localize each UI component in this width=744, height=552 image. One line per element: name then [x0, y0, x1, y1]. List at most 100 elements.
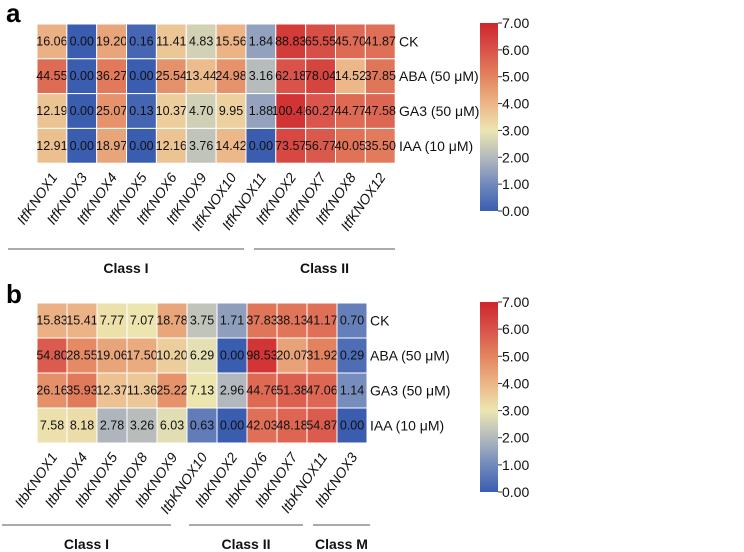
heatmap-cell: [276, 337, 308, 374]
cell-value: 41.87: [365, 34, 396, 48]
heatmap-cell: [276, 302, 308, 339]
colorbar-tick-label: 2.00: [502, 149, 529, 165]
cell-value: 98.53: [246, 349, 277, 363]
colorbar-tick-label: 0.00: [502, 203, 529, 219]
cell-value: 16.06: [36, 34, 67, 48]
cell-value: 15.56: [215, 34, 246, 48]
heatmap-cell: [155, 127, 187, 164]
cell-value: 1.88: [249, 104, 273, 118]
cell-value: 25.22: [156, 384, 187, 398]
heatmap-cell: [275, 58, 307, 95]
heatmap-cell: [336, 302, 368, 339]
cell-value: 3.75: [190, 314, 214, 328]
cell-value: 10.37: [156, 104, 187, 118]
heatmap-cell: [305, 127, 336, 164]
cell-value: 13.44: [186, 69, 217, 83]
cell-value: 7.13: [190, 384, 214, 398]
heatmap-cell: [186, 372, 218, 409]
cell-value: 65.55: [305, 34, 336, 48]
cell-value: 51.38: [276, 384, 307, 398]
heatmap-cell: [186, 337, 218, 374]
cell-value: 36.27: [96, 69, 127, 83]
heatmap-cell: [66, 407, 98, 444]
panel-label-a: a: [6, 0, 21, 28]
heatmap-cell: [305, 23, 336, 60]
heatmap-cell: [215, 93, 247, 129]
cell-value: 44.55: [36, 69, 67, 83]
heatmap-cell: [36, 372, 68, 409]
cell-value: 0.00: [220, 419, 244, 433]
row-label: IAA (10 μM): [399, 138, 473, 154]
cell-value: 6.03: [160, 419, 184, 433]
heatmap-cell: [246, 337, 278, 374]
panel-label-b: b: [6, 279, 22, 309]
row-label: CK: [399, 33, 419, 49]
cell-value: 4.70: [189, 104, 213, 118]
cell-value: 0.13: [129, 104, 153, 118]
cell-value: 15.41: [66, 314, 97, 328]
heatmap-cell: [335, 58, 366, 95]
cell-value: 0.29: [340, 349, 364, 363]
cell-value: 0.00: [70, 139, 94, 153]
heatmap-cell: [246, 302, 278, 339]
panel-a: a 16.06 0.00 19.20 0.16 11.41 4.83 15.56 1.84 88…: [6, 0, 529, 276]
heatmap-cell: [126, 58, 157, 95]
cell-value: 37.85: [365, 69, 396, 83]
cell-value: 0.00: [220, 349, 244, 363]
group-label: Class I: [103, 260, 148, 276]
colorbar-tick-label: 1.00: [502, 457, 529, 473]
heatmap-cell: [336, 337, 368, 374]
cell-value: 1.14: [340, 384, 364, 398]
heatmap-cell: [155, 58, 187, 95]
cell-value: 42.03: [246, 419, 277, 433]
colorbar-tick-label: 6.00: [502, 42, 529, 58]
heatmap-cell: [36, 23, 68, 60]
cell-value: 100.41: [272, 104, 310, 118]
heatmap-cell: [185, 127, 217, 164]
cell-value: 4.83: [189, 34, 213, 48]
heatmap-cell: [245, 23, 277, 60]
cell-value: 7.07: [130, 314, 154, 328]
heatmap-cell: [185, 23, 217, 60]
heatmap-cell: [96, 407, 128, 444]
cell-value: 0.00: [129, 139, 153, 153]
group-label: Class II: [300, 260, 349, 276]
heatmap-cell: [216, 337, 248, 374]
row-label: ABA (50 μM): [370, 348, 450, 364]
colorbar-tick-label: 4.00: [502, 375, 529, 391]
heatmap-cell: [36, 407, 68, 444]
heatmap-cell: [245, 58, 277, 95]
colorbar-tick-label: 4.00: [502, 96, 529, 112]
cell-value: 56.77: [305, 139, 336, 153]
group-label: Class M: [315, 536, 368, 552]
colorbar-tick-label: 7.00: [502, 294, 529, 310]
heatmap-cell: [96, 127, 128, 164]
cell-value: 0.00: [70, 34, 94, 48]
cell-value: 31.92: [306, 349, 337, 363]
colorbar-tick-label: 3.00: [502, 122, 529, 138]
cell-value: 25.07: [96, 104, 127, 118]
cell-value: 0.00: [340, 419, 364, 433]
cell-value: 14.42: [215, 139, 246, 153]
cell-value: 40.05: [335, 139, 366, 153]
cell-value: 1.71: [220, 314, 244, 328]
heatmap-cell: [364, 58, 396, 95]
cell-value: 3.26: [130, 419, 154, 433]
row-label: IAA (10 μM): [370, 418, 444, 434]
cell-value: 1.84: [249, 34, 273, 48]
cell-value: 18.78: [156, 314, 187, 328]
colorbar-tick-label: 6.00: [502, 321, 529, 337]
row-label: CK: [370, 313, 390, 329]
cell-value: 38.13: [276, 314, 307, 328]
heatmap-cell: [126, 372, 158, 409]
cell-value: 25.54: [156, 69, 187, 83]
heatmap-cell: [155, 93, 187, 129]
colorbar-tick-label: 3.00: [502, 403, 529, 419]
heatmap-cell: [156, 302, 188, 339]
cell-value: 10.20: [156, 349, 187, 363]
heatmap-cell: [364, 127, 396, 164]
cell-value: 12.19: [36, 104, 67, 118]
colorbar-tick-label: 7.00: [502, 15, 529, 31]
